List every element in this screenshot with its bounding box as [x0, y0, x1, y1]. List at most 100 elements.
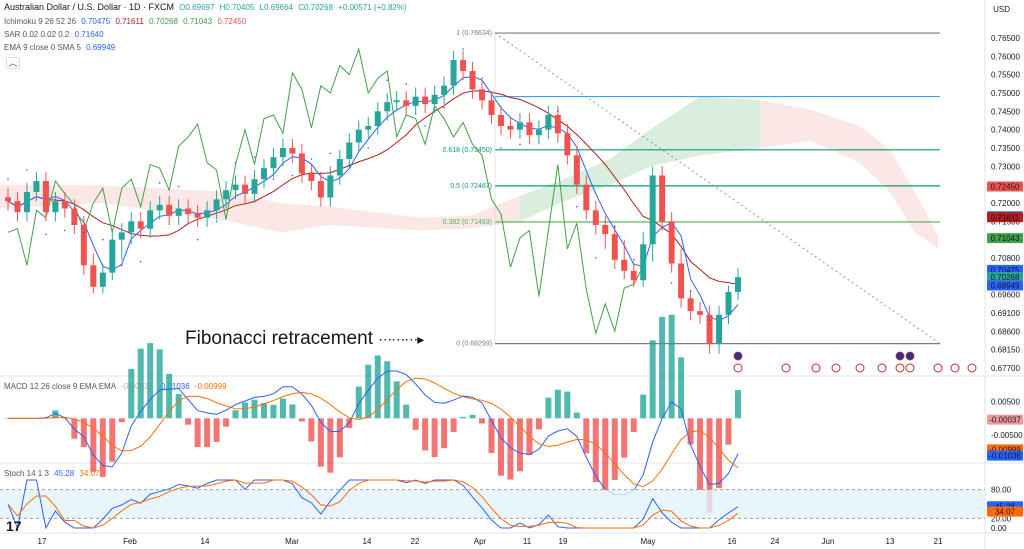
sar-dot — [727, 312, 730, 314]
sar-dot — [500, 147, 502, 149]
macd-y-tick: -0.00500 — [991, 431, 1023, 440]
macd-line — [8, 370, 739, 496]
candle-body — [687, 298, 694, 312]
macd-hist-bar — [640, 394, 647, 419]
macd-hist-bar — [583, 418, 590, 454]
candle-body — [204, 210, 211, 218]
macd-hist-bar — [223, 418, 230, 427]
fib-level-label: 0.5 (0.72467) — [450, 183, 492, 190]
y-tick-label: 0.76000 — [991, 52, 1020, 61]
macd-legend[interactable]: MACD 12 26 close 9 EMA EMA -0.00037 -0.0… — [4, 381, 230, 392]
macd-hist-bar — [535, 418, 542, 430]
y-tick-label: 0.73500 — [991, 144, 1020, 153]
sar-dot — [310, 158, 313, 160]
event-flag-icon — [895, 363, 905, 373]
macd-hist-bar — [602, 418, 609, 492]
candle-body — [213, 199, 220, 211]
x-tick-label: 24 — [771, 537, 780, 546]
y-tick-label: 0.76500 — [991, 34, 1020, 43]
macd-tag-label: -0.00037 — [989, 416, 1021, 425]
candle-body — [52, 201, 59, 213]
event-flag-icon — [905, 363, 915, 373]
sar-dot — [670, 282, 673, 284]
macd-hist-bar — [204, 418, 211, 448]
macd-hist-bar — [242, 402, 249, 419]
candle-body — [365, 126, 372, 130]
candle-body — [374, 111, 381, 126]
stoch-y-tick: 0.00 — [991, 524, 1007, 533]
macd-hist-bar — [573, 412, 580, 419]
y-tick-label: 0.75000 — [991, 89, 1020, 98]
ichimoku-v1: 0.70475 — [81, 17, 111, 26]
macd-hist-bar — [270, 404, 277, 419]
macd-hist-bar — [497, 418, 504, 476]
x-tick-label: 13 — [886, 537, 895, 546]
macd-hist-bar — [516, 418, 523, 472]
x-tick-label: Feb — [123, 537, 137, 546]
event-flag-icon — [967, 363, 977, 373]
macd-hist-bar — [279, 398, 286, 419]
price-tag-bg — [987, 272, 1023, 283]
candle-body — [516, 122, 523, 130]
candle-body — [649, 175, 656, 245]
ichimoku-v4: 0.71043 — [183, 17, 213, 26]
candle-body — [725, 292, 732, 315]
macd-hist-bar — [289, 404, 296, 419]
sar-legend[interactable]: SAR 0.02 0.02 0.2 0.71640 — [4, 29, 107, 40]
event-flag-icon — [781, 363, 791, 373]
currency-label: USD — [993, 5, 1010, 14]
candle-body — [137, 221, 144, 229]
macd-hist-bar — [61, 418, 68, 420]
y-tick-label: 0.73000 — [991, 162, 1020, 171]
macd-hist-bar — [564, 391, 571, 419]
macd-signal-value: -0.00999 — [194, 382, 227, 391]
stoch-k-value: 45.28 — [54, 469, 75, 478]
candle-body — [118, 232, 125, 240]
macd-hist-bar — [412, 418, 419, 430]
macd-hist-bar — [308, 418, 315, 442]
event-flag-icon — [950, 363, 960, 373]
sar-dot — [594, 257, 597, 259]
ichimoku-v3: 0.70268 — [149, 17, 178, 26]
sar-dot — [253, 156, 256, 158]
candle-body — [166, 204, 173, 216]
y-tick-label: 0.68600 — [991, 327, 1020, 336]
price-tag-label: 0.70268 — [991, 273, 1020, 282]
candle-body — [194, 214, 201, 218]
macd-hist-bar — [611, 418, 618, 480]
candle-body — [42, 181, 49, 213]
macd-hist-bar — [678, 357, 685, 419]
candle-body — [554, 115, 561, 134]
sar-dot — [7, 178, 9, 180]
macd-hist-bar — [166, 373, 173, 419]
ichimoku-legend[interactable]: Ichimoku 9 26 52 26 0.70475 0.71611 0.70… — [4, 16, 249, 27]
close-value: C0.70268 — [298, 3, 333, 12]
stoch-d-line — [7, 479, 739, 529]
event-flag-icon — [905, 351, 915, 361]
sar-dot — [83, 231, 85, 234]
stoch-legend[interactable]: Stoch 14 1 3 45.28 34.07 — [4, 468, 102, 479]
collapse-legend-button[interactable]: ︿ — [6, 57, 20, 69]
macd-hist-bar — [460, 416, 467, 419]
candle-body — [336, 159, 343, 176]
macd-hist-bar — [630, 418, 637, 432]
candle-body — [61, 201, 68, 209]
y-tick-label: 0.75500 — [991, 71, 1020, 80]
sar-label: SAR 0.02 0.02 0.2 — [4, 30, 70, 39]
candle-body — [422, 96, 429, 104]
macd-hist-bar — [668, 314, 675, 419]
macd-hist-bar — [507, 418, 514, 480]
macd-hist-bar — [393, 381, 400, 419]
ema-legend[interactable]: EMA 9 close 0 SMA 5 0.69949 — [4, 42, 118, 53]
macd-hist-bar — [716, 418, 723, 489]
candle-body — [99, 272, 106, 287]
price-tag-label: 0.72450 — [991, 183, 1020, 192]
macd-value: -0.01036 — [158, 382, 190, 391]
event-flag-icon — [895, 351, 905, 361]
symbol-title[interactable]: Australian Dollar / U.S. Dollar · 1D · F… — [4, 2, 175, 12]
symbol-legend: Australian Dollar / U.S. Dollar · 1D · F… — [4, 2, 410, 13]
macd-hist-bar — [554, 389, 561, 419]
ichimoku-v5: 0.72450 — [217, 17, 247, 26]
tradingview-logo-icon[interactable]: 17 — [6, 518, 22, 534]
